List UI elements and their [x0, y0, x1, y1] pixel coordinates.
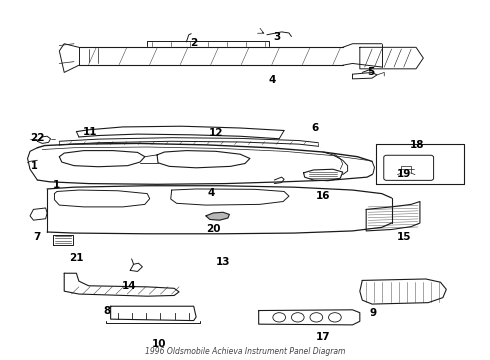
- Text: 1996 Oldsmobile Achieva Instrument Panel Diagram: 1996 Oldsmobile Achieva Instrument Panel…: [145, 347, 345, 356]
- Text: 1: 1: [53, 180, 60, 190]
- Text: 6: 6: [311, 123, 318, 133]
- Text: 17: 17: [316, 332, 330, 342]
- Text: 22: 22: [30, 133, 45, 143]
- Text: 10: 10: [152, 339, 167, 349]
- Text: 15: 15: [396, 232, 411, 242]
- Text: 8: 8: [103, 306, 111, 316]
- Text: 14: 14: [122, 281, 136, 291]
- Text: 2: 2: [190, 38, 197, 48]
- Text: 1: 1: [30, 161, 37, 171]
- Text: 12: 12: [208, 129, 223, 138]
- Text: 11: 11: [82, 127, 97, 136]
- Text: 16: 16: [316, 191, 330, 201]
- Text: 4: 4: [207, 188, 215, 198]
- Text: 5: 5: [368, 67, 375, 77]
- Text: 13: 13: [216, 257, 230, 267]
- Text: 9: 9: [369, 309, 377, 318]
- Text: 4: 4: [268, 75, 275, 85]
- Text: 3: 3: [273, 32, 280, 41]
- Text: 7: 7: [34, 232, 41, 242]
- Text: 19: 19: [396, 168, 411, 179]
- Text: 18: 18: [410, 140, 424, 150]
- Text: 21: 21: [69, 253, 84, 263]
- Polygon shape: [206, 212, 229, 220]
- Text: 20: 20: [206, 225, 220, 234]
